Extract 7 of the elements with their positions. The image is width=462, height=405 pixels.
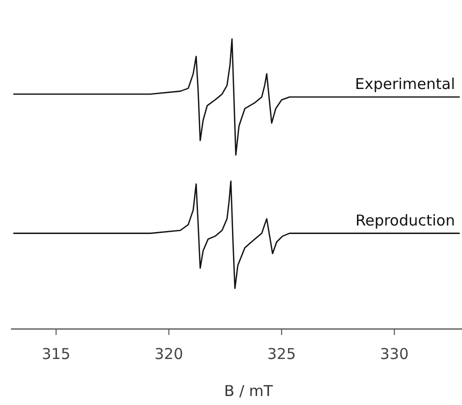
x-tick-label: 330 — [380, 345, 409, 363]
series-label: Reproduction — [355, 211, 455, 230]
x-tick-label: 320 — [154, 345, 184, 363]
x-tick-label: 315 — [42, 345, 70, 363]
series-label: Experimental — [354, 75, 455, 93]
x-tick-label: 325 — [267, 345, 296, 363]
x-axis-title: B / mT — [224, 382, 274, 400]
